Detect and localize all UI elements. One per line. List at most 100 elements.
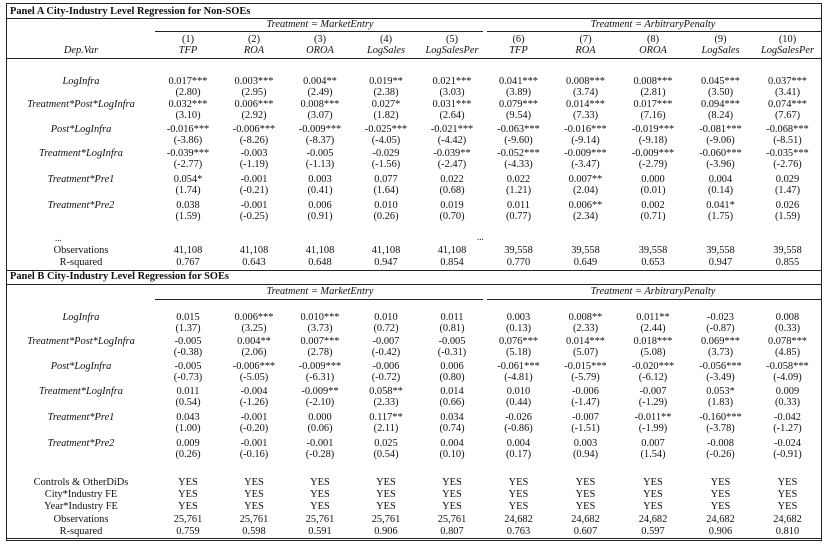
- table-cell: (0.74): [439, 423, 465, 434]
- table-cell: -0.029: [372, 148, 400, 159]
- table-cell: (5.07): [572, 347, 599, 358]
- table-cell: (-1.29): [638, 397, 668, 408]
- table-cell: (0.54): [373, 449, 399, 460]
- table-cell: YES: [178, 489, 198, 500]
- table-cell: 0.855: [775, 257, 800, 268]
- table-cell: (-6.12): [638, 372, 668, 383]
- table-cell: 0.054*: [173, 174, 203, 185]
- table-cell: (9): [714, 34, 727, 45]
- table-cell: (3.50): [707, 87, 734, 98]
- table-cell: 41,108: [371, 245, 401, 256]
- table-cell: (-1.19): [239, 159, 269, 170]
- table-cell: (5.18): [505, 347, 532, 358]
- table-cell: 0.003: [506, 312, 531, 323]
- table-cell: (0.41): [307, 185, 333, 196]
- table-cell: (0.33): [774, 323, 801, 334]
- table-cell: (7.67): [774, 110, 801, 121]
- panel-a-title: Panel A City-Industry Level Regression f…: [10, 6, 251, 17]
- table-cell: (7.33): [572, 110, 599, 121]
- table-cell: 0.021***: [432, 76, 472, 87]
- table-cell: YES: [777, 501, 798, 512]
- table-row: (2.80) (2.95) (2.49) (2.38) (3.03) (3.89) (3.7…: [7, 87, 821, 98]
- table-cell: 0.597: [641, 526, 665, 537]
- table-cell: -0.024: [774, 438, 801, 449]
- table-cell: (-4.42): [437, 135, 467, 146]
- table-cell: 0.008***: [566, 76, 605, 87]
- row-label: Treatment*Pre1: [47, 174, 115, 185]
- table-row: Treatment*Pre2 0.009 -0.001 -0.001 0.025 0.00…: [7, 438, 821, 449]
- table-cell: 0.006***: [234, 99, 274, 110]
- table-cell: (-0.87): [706, 323, 735, 334]
- table-cell: YES: [643, 501, 663, 512]
- table-row: Treatment*Pre1 0.054* -0.001 0.003 0.077 0.02…: [7, 174, 821, 185]
- table-cell: (-0.73): [173, 372, 203, 383]
- table-cell: (-3.49): [706, 372, 735, 383]
- table-cell: YES: [376, 477, 396, 488]
- table-cell: -0.001: [240, 174, 268, 185]
- table-cell: (-2.76): [773, 159, 802, 170]
- table-cell: 0.807: [440, 526, 464, 537]
- table-cell: (1.64): [373, 185, 399, 196]
- table-cell: 0.011: [507, 200, 530, 211]
- table-cell: (-9.18): [638, 135, 668, 146]
- table-cell: (-1.26): [239, 397, 269, 408]
- table-cell: 0.094***: [701, 99, 740, 110]
- table-cell: (0.54): [175, 397, 201, 408]
- table-cell: -0.058***: [766, 361, 809, 372]
- rule: [7, 58, 821, 59]
- table-cell: 0.032***: [168, 99, 208, 110]
- table-cell: (2.33): [373, 397, 399, 408]
- table-cell: 0.008**: [568, 312, 603, 323]
- table-cell: (-4.33): [504, 159, 533, 170]
- table-cell: (2.34): [572, 211, 599, 222]
- table-cell: 0.770: [506, 257, 531, 268]
- rule: [155, 31, 483, 32]
- table-cell: 0.006: [308, 200, 332, 211]
- table-cell: YES: [244, 477, 264, 488]
- table-cell: -0.007: [639, 386, 667, 397]
- table-cell: -0.026: [505, 412, 532, 423]
- table-cell: (0.14): [707, 185, 734, 196]
- table-cell: 24,682: [773, 514, 802, 525]
- table-cell: YES: [643, 477, 663, 488]
- table-cell: (9.54): [505, 110, 532, 121]
- table-cell: (2.80): [175, 87, 201, 98]
- table-cell: 0.810: [775, 526, 800, 537]
- table-cell: YES: [376, 501, 396, 512]
- regression-table: Panel A City-Industry Level Regression f…: [6, 3, 822, 541]
- table-cell: (3.89): [505, 87, 532, 98]
- table-cell: (-0.21): [239, 185, 269, 196]
- table-cell: -0.016***: [166, 124, 210, 135]
- table-cell: 0.069***: [701, 336, 740, 347]
- table-cell: (-0.38): [173, 347, 203, 358]
- table-cell: YES: [178, 477, 198, 488]
- table-cell: (-5.79): [571, 372, 600, 383]
- table-cell: (1.59): [175, 211, 201, 222]
- table-cell: (-0.42): [371, 347, 401, 358]
- table-cell: 0.010: [506, 386, 531, 397]
- table-cell: 0.009: [775, 386, 800, 397]
- treatment-left-label: Treatment = MarketEntry: [266, 19, 374, 30]
- table-cell: (0.10): [439, 449, 465, 460]
- table-cell: (4.85): [774, 347, 801, 358]
- table-cell: (0.72): [373, 323, 399, 334]
- column-names: Dep.Var TFP ROA OROA LogSales LogSalesPer TFP…: [7, 45, 821, 56]
- table-cell: -0.039***: [166, 148, 210, 159]
- table-cell: (-1.27): [773, 423, 802, 434]
- table-cell: -0.039**: [433, 148, 471, 159]
- table-cell: 0.000: [308, 412, 332, 423]
- rule: [487, 31, 821, 32]
- table-cell: YES: [575, 501, 596, 512]
- table-cell: -0.020***: [631, 361, 675, 372]
- table-cell: (3.07): [307, 110, 333, 121]
- table-row: (1.37) (3.25) (3.73) (0.72) (0.81) (0.13) (2.3…: [7, 323, 821, 334]
- table-cell: (1.37): [175, 323, 201, 334]
- table-cell: 0.010: [374, 200, 398, 211]
- table-cell: 0.008: [775, 312, 800, 323]
- table-cell: 0.906: [374, 526, 398, 537]
- table-row: (1.59) (-0.25) (0.91) (0.26) (0.70) (0.77) (2.…: [7, 211, 821, 222]
- table-cell: TFP: [509, 45, 528, 56]
- table-row: (1.74) (-0.21) (0.41) (1.64) (0.68) (1.21) (2.…: [7, 185, 821, 196]
- table-cell: (6): [512, 34, 525, 45]
- table-cell: 0.006***: [234, 312, 274, 323]
